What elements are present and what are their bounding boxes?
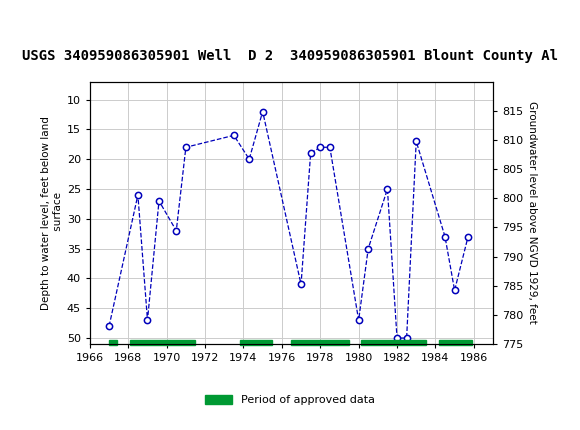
Bar — [361, 340, 426, 344]
Text: ≋ USGS: ≋ USGS — [9, 9, 79, 28]
Bar — [130, 340, 195, 344]
Legend: Period of approved data: Period of approved data — [200, 390, 380, 410]
Bar — [292, 340, 349, 344]
Y-axis label: Depth to water level, feet below land
 surface: Depth to water level, feet below land su… — [41, 116, 63, 310]
Bar — [439, 340, 472, 344]
Y-axis label: Groundwater level above NGVD 1929, feet: Groundwater level above NGVD 1929, feet — [527, 101, 538, 324]
Bar — [240, 340, 272, 344]
Bar — [109, 340, 117, 344]
Text: USGS 340959086305901 Well  D 2  340959086305901 Blount County Al: USGS 340959086305901 Well D 2 3409590863… — [22, 49, 558, 63]
